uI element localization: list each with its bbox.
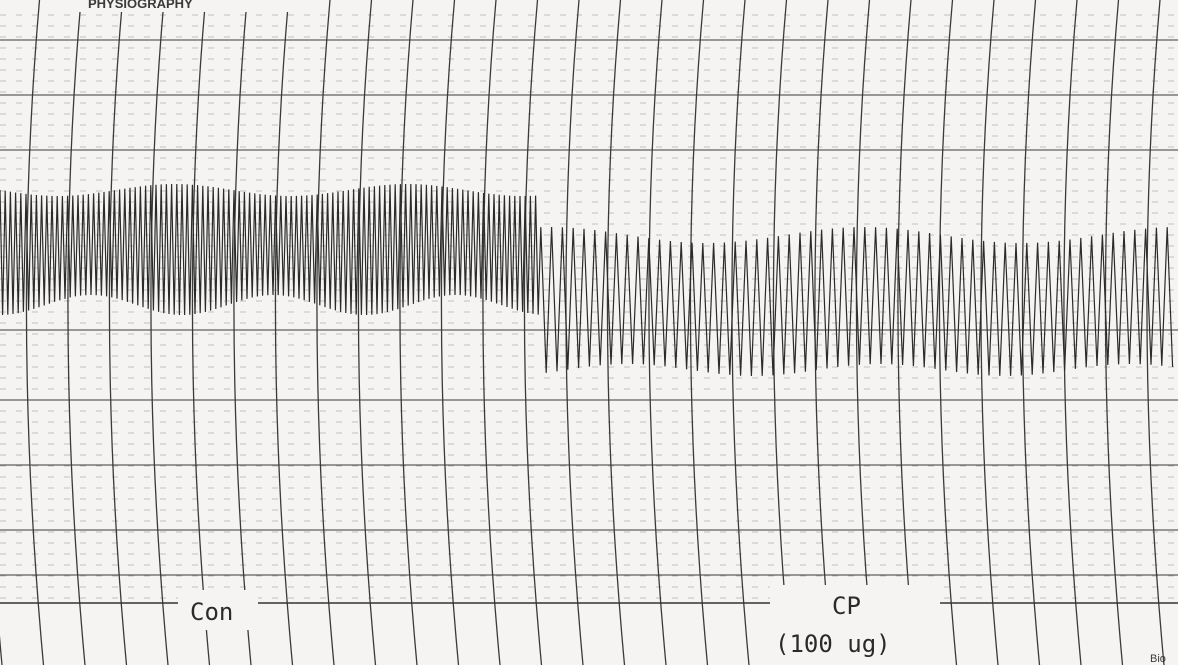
time-arc xyxy=(523,0,543,665)
time-arc xyxy=(1104,0,1124,665)
time-arc xyxy=(191,0,211,665)
time-arc xyxy=(67,0,86,665)
time-arc xyxy=(357,0,377,665)
label-bg xyxy=(178,590,258,630)
time-arc xyxy=(648,0,667,665)
label-bg xyxy=(770,585,940,665)
trace xyxy=(0,183,1174,377)
trace-line xyxy=(0,183,1174,377)
time-arc xyxy=(772,0,792,665)
time-arc xyxy=(606,0,626,665)
control-label: Con xyxy=(190,598,233,626)
time-arc xyxy=(108,0,128,665)
time-arc xyxy=(233,0,252,665)
time-arc xyxy=(938,0,958,665)
time-arc xyxy=(399,0,418,665)
corner-label: Bio xyxy=(1150,653,1166,665)
sheet-title: PHYSIOGRAPHY xyxy=(88,0,193,11)
time-arc xyxy=(1146,0,1165,665)
time-arc xyxy=(316,0,335,665)
drug-label: CP xyxy=(832,592,861,620)
time-arc xyxy=(25,0,45,665)
time-arc xyxy=(274,0,294,665)
time-arc xyxy=(689,0,709,665)
dose-label: (100 ug) xyxy=(775,630,891,658)
time-arc xyxy=(482,0,501,665)
time-arc xyxy=(1021,0,1041,665)
time-arc xyxy=(855,0,875,665)
time-arc xyxy=(980,0,999,665)
time-arc xyxy=(150,0,169,665)
time-arc xyxy=(897,0,916,665)
time-arc xyxy=(1063,0,1082,665)
title-bg xyxy=(60,0,290,12)
time-arc xyxy=(440,0,460,665)
